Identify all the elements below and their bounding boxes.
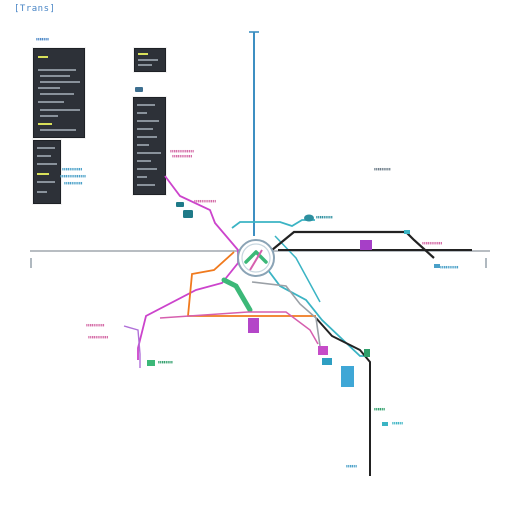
label-cluster: ▮▮▮▮▮▮▮▮▮▮ <box>64 181 83 185</box>
label-cluster: ▮▮▮▮▮▮▮▮▮▮▮ <box>88 335 109 339</box>
station-green-left <box>147 360 155 366</box>
code-panel-left[interactable] <box>33 48 85 138</box>
label-cluster: ▮▮▮▮▮▮▮▮▮▮▮ <box>422 241 443 245</box>
label-cluster: ▮▮▮▮▮▮ <box>346 464 358 468</box>
station-cyan-tall <box>341 366 354 387</box>
label-cluster: ▮▮▮▮▮▮▮▮▮▮▮▮▮ <box>170 149 195 153</box>
label-cluster: ▮▮▮▮▮▮▮▮▮▮▮ <box>62 167 83 171</box>
label-cluster: ▮▮▮▮▮▮▮▮▮▮▮▮▮▮ <box>60 174 86 178</box>
code-panel-left-lower[interactable] <box>33 140 61 204</box>
magenta-line <box>137 175 239 360</box>
label-cluster: ▮▮▮▮▮▮▮▮▮ <box>316 215 333 219</box>
station-purple-mid <box>248 318 259 333</box>
label-cluster: ▮▮▮▮▮▮ <box>374 407 386 411</box>
green-line <box>221 277 253 313</box>
black-line <box>271 230 435 259</box>
code-panel-top-mid[interactable] <box>134 48 166 72</box>
label-cluster: ▮▮▮▮▮▮▮▮▮▮▮ <box>172 154 193 158</box>
station-pink-small <box>318 346 328 355</box>
orange-line <box>187 251 316 317</box>
label-cluster: ▮▮▮▮▮▮▮▮ <box>158 360 173 364</box>
window-title: [Trans] <box>14 4 56 14</box>
station-cyan-small <box>322 358 332 365</box>
label-cluster: ▮▮▮▮▮▮ <box>392 421 404 425</box>
station-green-right <box>364 349 370 357</box>
label-cluster: ▮▮▮▮▮▮▮▮▮▮ <box>440 265 459 269</box>
station-teal-oval <box>304 214 314 222</box>
label-cluster: ▮▮▮▮▮▮▮▮▮ <box>374 167 391 171</box>
label-cluster: ▮▮▮▮▮▮▮ <box>36 37 49 41</box>
code-panel-center[interactable] <box>133 97 166 195</box>
central-hub <box>237 239 275 277</box>
label-cluster: ▮▮▮▮▮▮▮▮▮▮▮▮ <box>194 199 217 203</box>
teal-line <box>231 219 315 229</box>
station-purple-top <box>360 240 372 250</box>
station-teal-chip <box>176 202 184 207</box>
station-blue-chip <box>135 87 143 92</box>
label-cluster: ▮▮▮▮▮▮▮▮▮▮ <box>86 323 105 327</box>
